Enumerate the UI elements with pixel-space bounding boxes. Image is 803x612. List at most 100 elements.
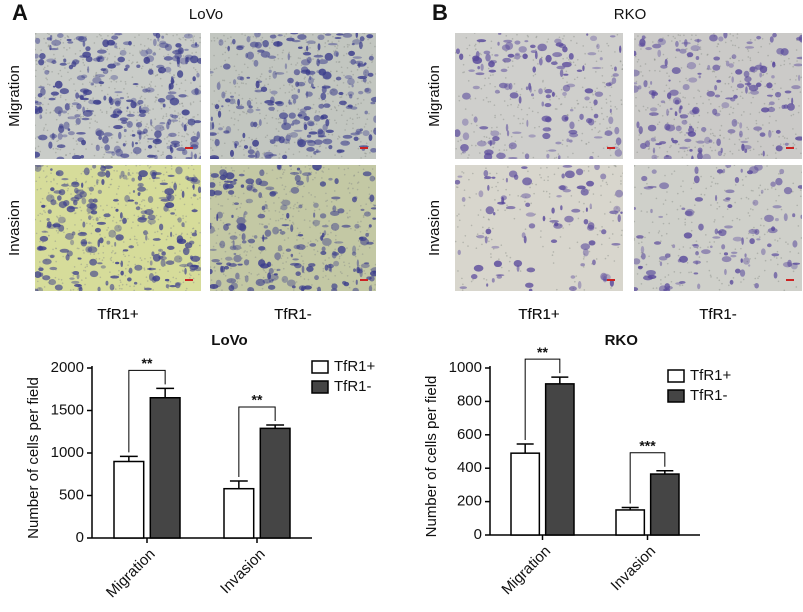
cell — [289, 262, 300, 266]
pore — [520, 88, 523, 90]
pore — [39, 104, 41, 107]
pore — [610, 113, 613, 115]
cell — [46, 221, 52, 228]
pore — [289, 55, 292, 58]
cell — [329, 210, 340, 216]
pore — [141, 49, 143, 51]
cell — [746, 41, 753, 45]
cell — [681, 119, 688, 125]
cell — [137, 186, 147, 192]
cell — [88, 186, 94, 192]
cell — [239, 76, 245, 81]
pore — [35, 218, 37, 221]
pore — [181, 269, 184, 272]
cell — [51, 60, 57, 64]
pore — [233, 123, 235, 126]
cell — [253, 235, 258, 239]
cell — [126, 113, 135, 117]
pore — [235, 208, 238, 210]
pore — [736, 88, 738, 91]
pore — [57, 72, 60, 75]
pore — [322, 267, 325, 270]
pore — [360, 266, 363, 269]
pore — [252, 60, 254, 62]
cell — [175, 282, 181, 289]
pore — [662, 222, 665, 225]
pore — [487, 100, 490, 103]
pore — [750, 189, 753, 192]
pore — [263, 117, 266, 120]
pore — [104, 236, 106, 239]
cell — [111, 35, 119, 40]
cell — [246, 99, 252, 107]
pore — [641, 75, 644, 77]
cell — [79, 231, 87, 235]
pore — [239, 253, 241, 256]
cell — [357, 269, 363, 274]
pore — [482, 232, 484, 235]
pore — [39, 201, 42, 203]
pore — [276, 276, 278, 278]
pore — [257, 52, 260, 55]
pore — [327, 40, 329, 42]
cell — [342, 134, 353, 139]
cell — [112, 199, 119, 202]
cell — [270, 90, 278, 95]
cell — [78, 36, 88, 43]
pore — [58, 278, 60, 281]
cell — [313, 139, 323, 145]
pore — [217, 132, 219, 134]
bar — [259, 427, 291, 539]
bar — [113, 460, 145, 539]
pore — [738, 149, 740, 151]
cell — [491, 278, 495, 283]
cell — [352, 245, 357, 254]
cell — [599, 57, 603, 61]
cell — [115, 148, 123, 157]
pore — [510, 103, 512, 106]
pore — [549, 217, 552, 220]
pore — [678, 248, 681, 251]
cell — [483, 50, 491, 55]
cell — [653, 241, 662, 245]
pore — [252, 235, 254, 238]
scale-bar — [607, 279, 615, 281]
cell — [369, 175, 376, 182]
pore — [684, 134, 686, 136]
cell — [236, 45, 244, 51]
pore — [612, 82, 614, 85]
pore — [316, 240, 319, 242]
pore — [273, 94, 276, 97]
cell — [48, 141, 53, 149]
cell — [216, 211, 223, 219]
pore — [730, 86, 733, 88]
cell — [97, 49, 107, 54]
cell — [121, 120, 128, 125]
pore — [175, 233, 177, 236]
pore — [483, 277, 485, 280]
pore — [127, 96, 130, 98]
pore — [505, 35, 508, 37]
pore — [67, 123, 70, 125]
cell — [264, 100, 274, 104]
pore — [361, 80, 363, 82]
cell — [71, 102, 80, 106]
pore — [213, 189, 216, 191]
pore — [106, 48, 109, 51]
cell — [672, 97, 682, 105]
pore — [621, 68, 623, 70]
cell — [122, 174, 128, 180]
cell — [657, 38, 667, 46]
micrograph — [210, 33, 376, 159]
pore — [334, 248, 336, 251]
cell — [167, 91, 177, 95]
bar — [649, 473, 680, 536]
pore — [178, 37, 181, 40]
legend-swatch — [311, 380, 329, 394]
cell — [355, 33, 359, 38]
pore — [368, 246, 371, 249]
pore — [314, 176, 316, 179]
cell — [247, 154, 256, 158]
pore — [67, 36, 70, 38]
cell — [223, 130, 230, 134]
